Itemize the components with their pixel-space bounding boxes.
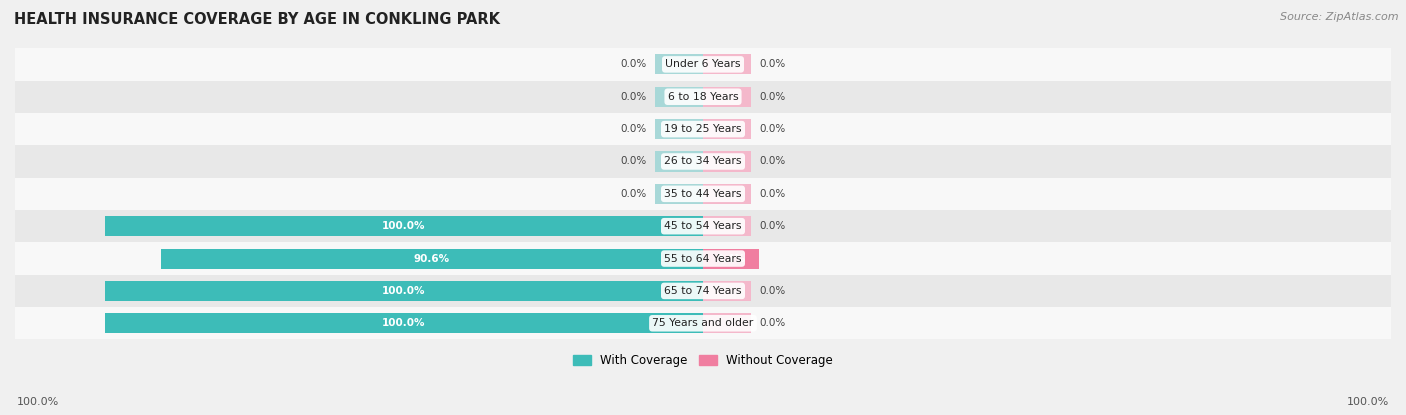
Text: 100.0%: 100.0%: [382, 221, 426, 231]
Text: 0.0%: 0.0%: [759, 92, 786, 102]
Text: 90.6%: 90.6%: [413, 254, 450, 264]
Bar: [703, 151, 751, 171]
Text: 0.0%: 0.0%: [620, 59, 647, 69]
Bar: [703, 119, 751, 139]
Bar: [655, 119, 703, 139]
Text: 0.0%: 0.0%: [759, 286, 786, 296]
Bar: [160, 249, 703, 269]
Text: 0.0%: 0.0%: [620, 92, 647, 102]
Bar: [703, 281, 751, 301]
Bar: [15, 210, 1391, 242]
Text: Source: ZipAtlas.com: Source: ZipAtlas.com: [1281, 12, 1399, 22]
Text: 100.0%: 100.0%: [17, 397, 59, 407]
Text: 0.0%: 0.0%: [759, 318, 786, 328]
Text: 0.0%: 0.0%: [759, 221, 786, 231]
Bar: [703, 249, 759, 269]
Bar: [655, 87, 703, 107]
Text: 45 to 54 Years: 45 to 54 Years: [664, 221, 742, 231]
Text: 19 to 25 Years: 19 to 25 Years: [664, 124, 742, 134]
Bar: [703, 184, 751, 204]
Text: 0.0%: 0.0%: [759, 124, 786, 134]
Text: HEALTH INSURANCE COVERAGE BY AGE IN CONKLING PARK: HEALTH INSURANCE COVERAGE BY AGE IN CONK…: [14, 12, 501, 27]
Text: 100.0%: 100.0%: [382, 318, 426, 328]
Bar: [104, 281, 703, 301]
Bar: [655, 54, 703, 74]
Text: 100.0%: 100.0%: [382, 286, 426, 296]
Bar: [703, 216, 751, 236]
Text: 0.0%: 0.0%: [620, 156, 647, 166]
Text: 0.0%: 0.0%: [759, 156, 786, 166]
Text: 6 to 18 Years: 6 to 18 Years: [668, 92, 738, 102]
Bar: [15, 48, 1391, 81]
Text: 9.4%: 9.4%: [717, 254, 745, 264]
Bar: [15, 307, 1391, 339]
Text: 0.0%: 0.0%: [759, 189, 786, 199]
Legend: With Coverage, Without Coverage: With Coverage, Without Coverage: [568, 349, 838, 371]
Bar: [104, 313, 703, 333]
Bar: [703, 87, 751, 107]
Bar: [15, 113, 1391, 145]
Text: 100.0%: 100.0%: [1347, 397, 1389, 407]
Text: 65 to 74 Years: 65 to 74 Years: [664, 286, 742, 296]
Bar: [655, 184, 703, 204]
Bar: [15, 145, 1391, 178]
Text: 0.0%: 0.0%: [620, 124, 647, 134]
Bar: [655, 151, 703, 171]
Text: 26 to 34 Years: 26 to 34 Years: [664, 156, 742, 166]
Text: 0.0%: 0.0%: [759, 59, 786, 69]
Text: 75 Years and older: 75 Years and older: [652, 318, 754, 328]
Bar: [703, 313, 751, 333]
Text: Under 6 Years: Under 6 Years: [665, 59, 741, 69]
Bar: [15, 275, 1391, 307]
Bar: [104, 216, 703, 236]
Bar: [15, 178, 1391, 210]
Text: 0.0%: 0.0%: [620, 189, 647, 199]
Bar: [703, 54, 751, 74]
Bar: [15, 81, 1391, 113]
Text: 55 to 64 Years: 55 to 64 Years: [664, 254, 742, 264]
Bar: [15, 242, 1391, 275]
Text: 35 to 44 Years: 35 to 44 Years: [664, 189, 742, 199]
